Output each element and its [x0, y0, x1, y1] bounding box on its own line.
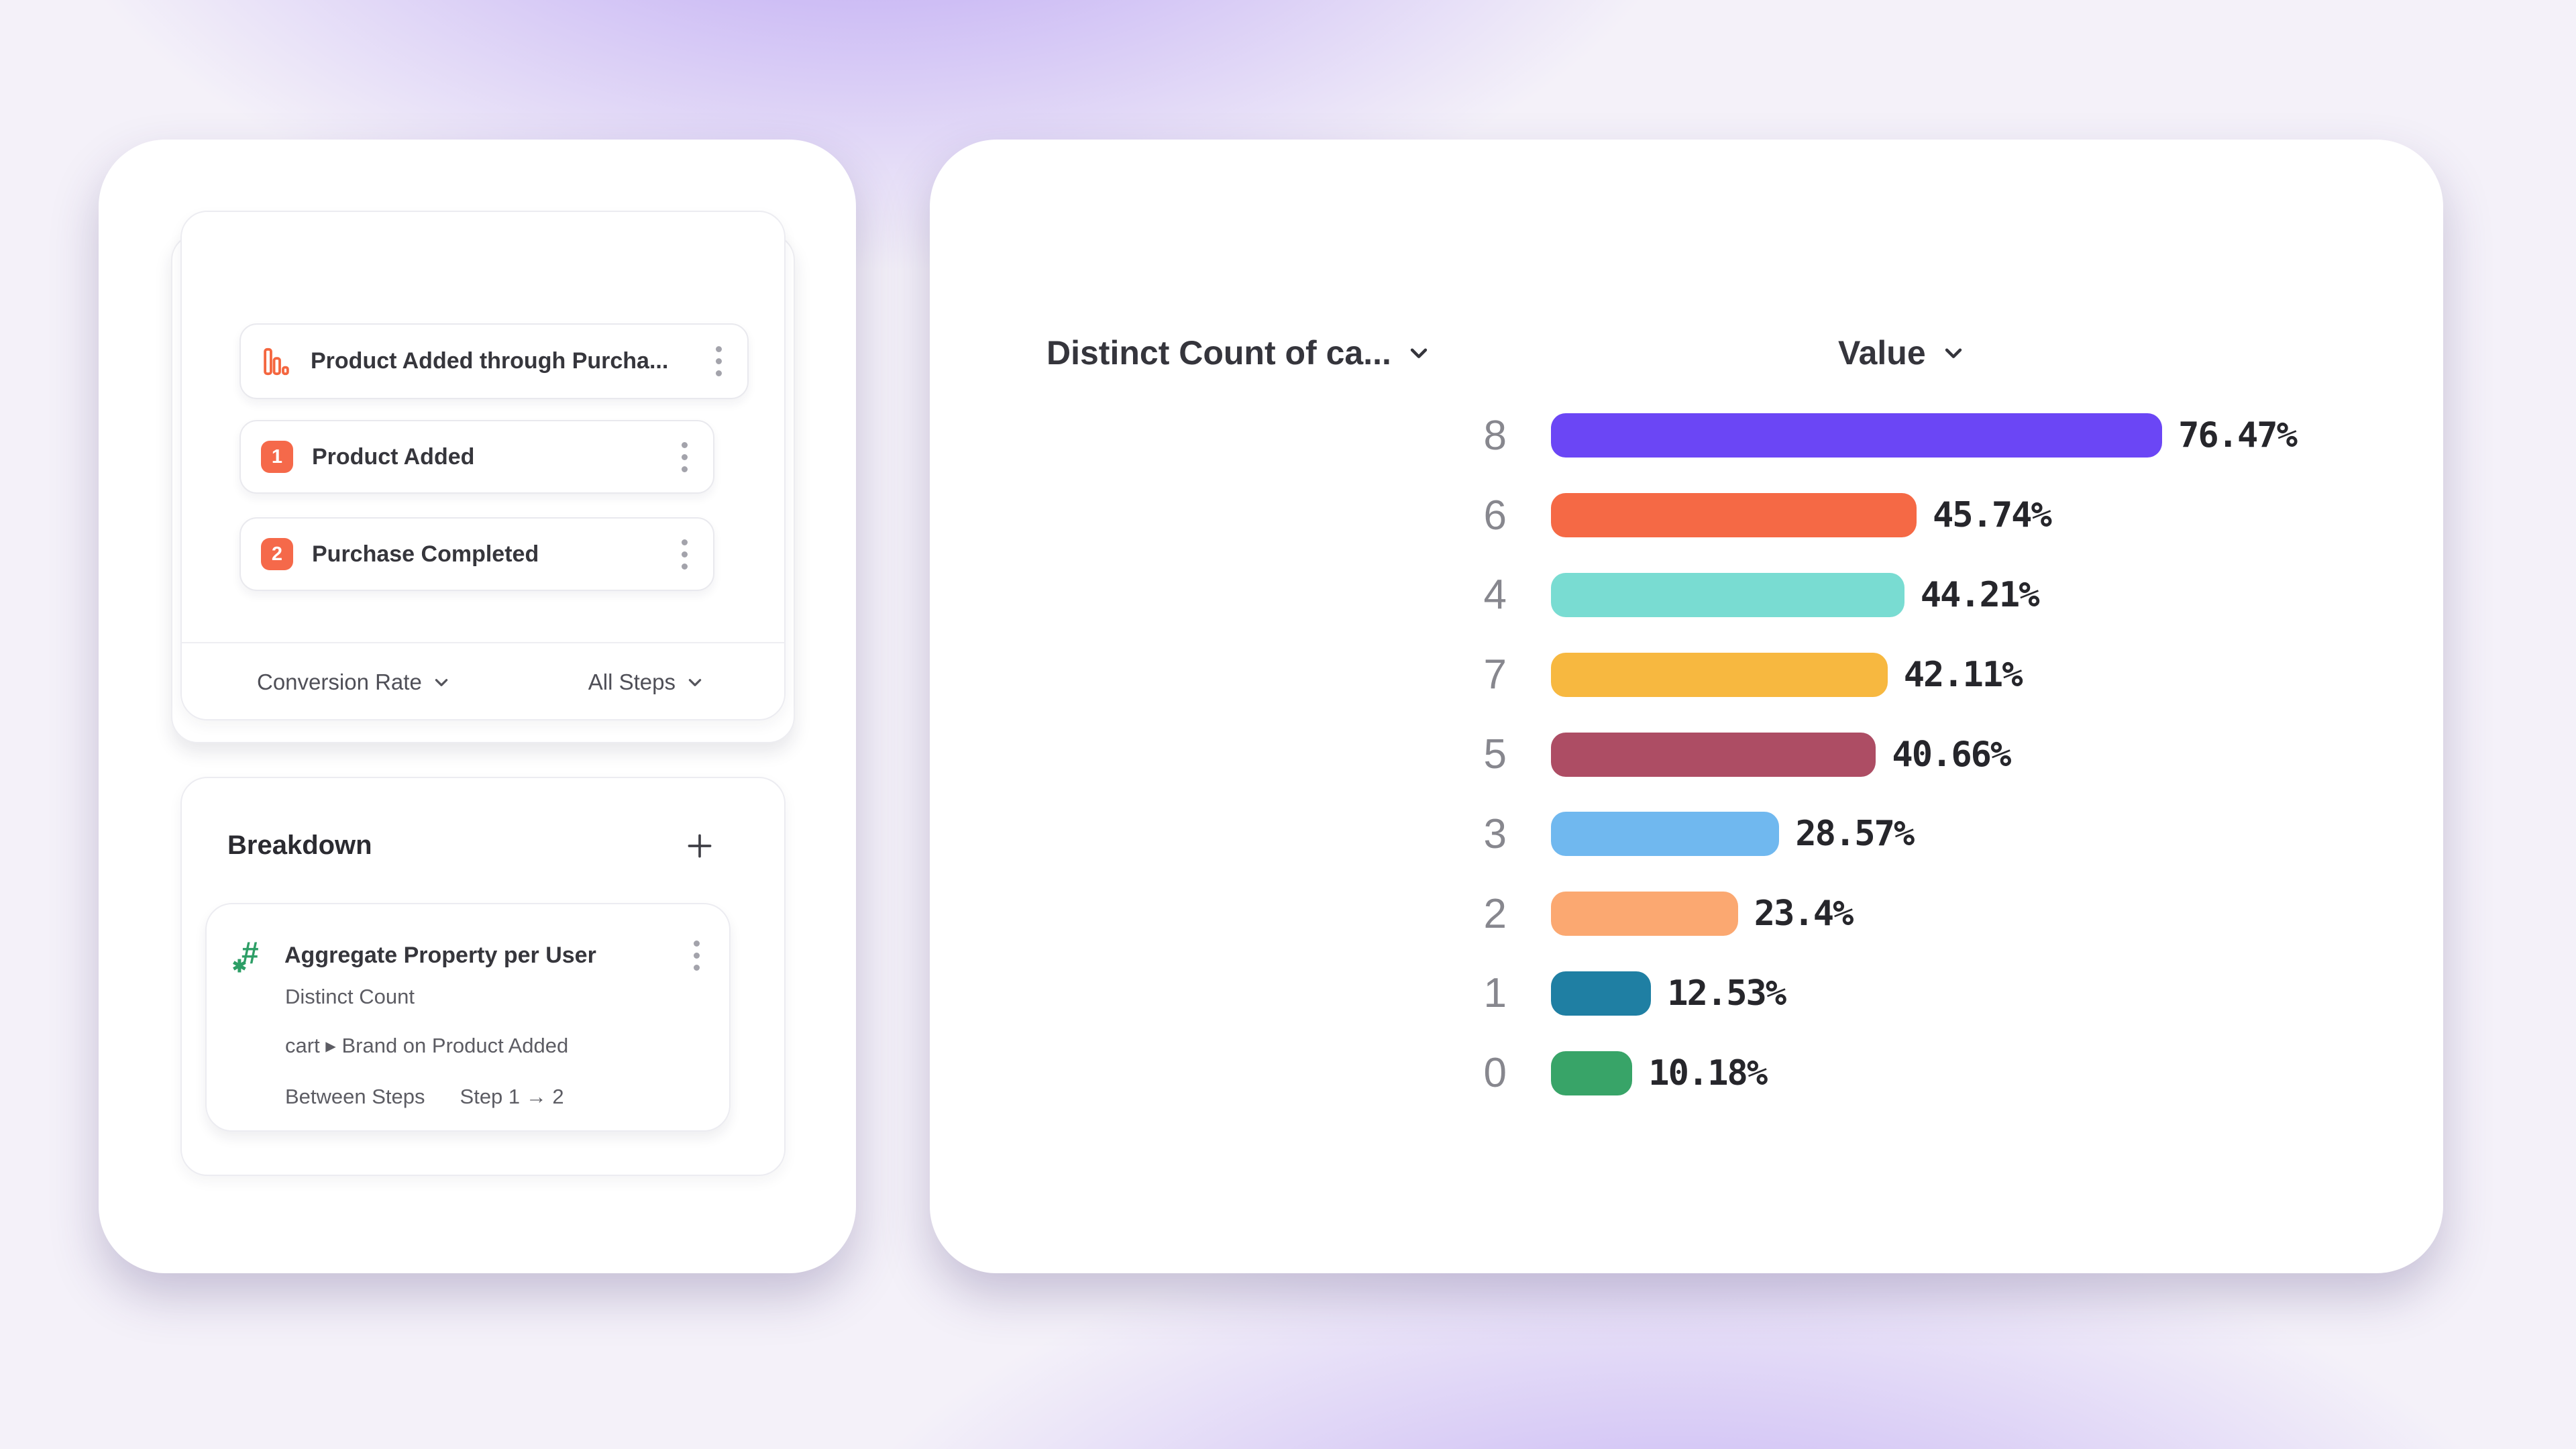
add-breakdown-button[interactable] [685, 831, 714, 861]
all-steps-label: All Steps [588, 669, 676, 694]
chart-row: 7 42.11% [930, 635, 2443, 714]
category-label: 4 [1483, 572, 1507, 619]
value-label: 23.4% [1754, 894, 1854, 934]
value-bar[interactable] [1551, 732, 1876, 777]
conversion-rate-label: Conversion Rate [257, 669, 422, 694]
category-column-header: Distinct Count of ca... [1046, 334, 1391, 372]
category-label: 6 [1483, 492, 1507, 539]
category-label: 1 [1483, 970, 1507, 1017]
between-steps-label: Between Steps [285, 1085, 425, 1108]
chart-panel: Distinct Count of ca... Value 8 76.47% 6 45… [930, 140, 2443, 1273]
funnel-kebab-menu[interactable] [710, 342, 727, 380]
metric-footer-divider [182, 642, 784, 643]
chart-rows: 8 76.47% 6 45.74% 4 44.21% 7 42.11% 5 40.66% 3 28.5… [930, 396, 2443, 1113]
value-bar[interactable] [1551, 413, 2163, 458]
chevron-down-icon [1942, 341, 1965, 364]
chart-row: 8 76.47% [930, 396, 2443, 476]
chart-row: 6 45.74% [930, 476, 2443, 555]
between-steps-row: Between Steps Step 1 → 2 [285, 1085, 564, 1109]
value-bar[interactable] [1551, 971, 1652, 1016]
value-bar[interactable] [1551, 892, 1738, 936]
breakdown-section-title: Breakdown [227, 830, 372, 860]
aggregation-type: Distinct Count [285, 985, 415, 1008]
query-builder-panel: Metric Product Added through Purcha... 1… [99, 140, 856, 1273]
chevron-down-icon [1407, 341, 1430, 364]
step-kebab-menu[interactable] [676, 438, 693, 476]
value-label: 28.57% [1795, 814, 1915, 855]
value-column-dropdown[interactable]: Value [1838, 333, 1965, 372]
category-label: 8 [1483, 412, 1507, 459]
chevron-down-icon [433, 674, 450, 691]
between-steps-value: Step 1 → 2 [460, 1085, 564, 1108]
value-label: 40.66% [1892, 734, 2011, 775]
step-number-badge: 1 [261, 441, 293, 473]
category-column-dropdown[interactable]: Distinct Count of ca... [1046, 333, 1430, 372]
value-bar[interactable] [1551, 572, 1904, 617]
funnel-chart-icon [261, 346, 292, 377]
value-label: 42.11% [1903, 654, 2023, 695]
funnel-metric-label: Product Added through Purcha... [311, 348, 669, 374]
value-bar[interactable] [1551, 812, 1780, 857]
step-label: Product Added [312, 443, 475, 470]
value-label: 45.74% [1932, 495, 2052, 536]
metric-card: Product Added through Purcha... 1 Produc… [180, 211, 786, 720]
funnel-step-row[interactable]: 1 Product Added [239, 420, 714, 494]
aggregate-property-card[interactable]: # ✱ Aggregate Property per User Distinct … [205, 903, 731, 1132]
step-kebab-menu[interactable] [676, 535, 693, 574]
chevron-down-icon [686, 674, 704, 691]
category-label: 0 [1483, 1050, 1507, 1097]
all-steps-dropdown[interactable]: All Steps [588, 669, 704, 695]
hash-asterisk-icon: # ✱ [232, 934, 259, 976]
aggregate-title: Aggregate Property per User [284, 943, 596, 968]
value-column-header: Value [1838, 334, 1926, 372]
category-label: 7 [1483, 651, 1507, 698]
metric-footer: Conversion Rate All Steps [182, 643, 784, 720]
funnel-metric-row[interactable]: Product Added through Purcha... [239, 323, 749, 399]
value-bar[interactable] [1551, 493, 1917, 538]
breakdown-header: Breakdown [227, 830, 714, 861]
value-label: 10.18% [1648, 1053, 1768, 1093]
conversion-rate-dropdown[interactable]: Conversion Rate [257, 669, 450, 695]
chart-row: 2 23.4% [930, 874, 2443, 954]
category-label: 5 [1483, 731, 1507, 778]
category-label: 2 [1483, 890, 1507, 937]
value-label: 12.53% [1667, 973, 1786, 1014]
aggregate-title-row: # ✱ Aggregate Property per User [232, 934, 705, 976]
value-label: 44.21% [1920, 574, 2040, 615]
aggregation-property: cart ▸ Brand on Product Added [285, 1034, 569, 1057]
step-label: Purchase Completed [312, 541, 539, 567]
chart-row: 3 28.57% [930, 794, 2443, 874]
aggregate-kebab-menu[interactable] [688, 936, 705, 975]
breakdown-card: Breakdown # ✱ Aggregate Property per User… [180, 777, 786, 1176]
category-label: 3 [1483, 810, 1507, 857]
value-bar[interactable] [1551, 652, 1888, 697]
chart-row: 4 44.21% [930, 555, 2443, 635]
chart-row: 0 10.18% [930, 1033, 2443, 1113]
chart-row: 5 40.66% [930, 714, 2443, 794]
value-label: 76.47% [2178, 415, 2298, 456]
funnel-step-row[interactable]: 2 Purchase Completed [239, 517, 714, 591]
value-bar[interactable] [1551, 1051, 1633, 1095]
step-number-badge: 2 [261, 538, 293, 570]
chart-row: 1 12.53% [930, 954, 2443, 1034]
